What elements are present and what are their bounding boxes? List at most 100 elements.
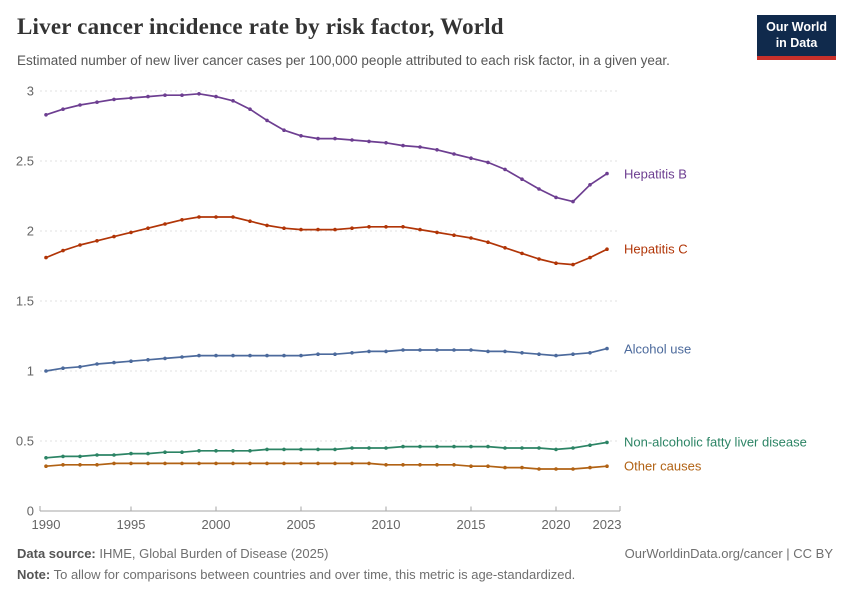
data-point[interactable]	[350, 226, 354, 230]
data-point[interactable]	[469, 156, 473, 160]
data-point[interactable]	[418, 348, 422, 352]
data-point[interactable]	[282, 226, 286, 230]
data-point[interactable]	[78, 365, 82, 369]
data-point[interactable]	[537, 257, 541, 261]
data-point[interactable]	[554, 467, 558, 471]
data-point[interactable]	[469, 444, 473, 449]
data-point[interactable]	[44, 369, 48, 373]
series-hepatitis-b[interactable]	[44, 92, 609, 204]
data-point[interactable]	[537, 352, 541, 357]
data-point[interactable]	[180, 450, 184, 455]
data-point[interactable]	[129, 96, 133, 100]
data-point[interactable]	[333, 136, 337, 141]
data-point[interactable]	[282, 128, 286, 132]
data-point[interactable]	[333, 352, 337, 357]
data-point[interactable]	[231, 99, 235, 103]
series-other-causes[interactable]	[44, 461, 609, 471]
data-point[interactable]	[44, 464, 48, 469]
data-point[interactable]	[146, 461, 150, 466]
data-point[interactable]	[452, 444, 456, 449]
data-point[interactable]	[486, 444, 490, 449]
data-point[interactable]	[503, 446, 507, 450]
series-label-alcohol-use[interactable]: Alcohol use	[624, 341, 692, 357]
data-point[interactable]	[367, 461, 371, 466]
data-point[interactable]	[282, 353, 286, 358]
data-point[interactable]	[605, 440, 609, 445]
data-point[interactable]	[248, 449, 252, 453]
series-hepatitis-c[interactable]	[44, 215, 609, 267]
data-point[interactable]	[197, 92, 201, 96]
data-point[interactable]	[503, 349, 507, 354]
data-point[interactable]	[571, 352, 575, 357]
data-point[interactable]	[554, 353, 558, 358]
data-point[interactable]	[350, 461, 354, 466]
data-point[interactable]	[180, 461, 184, 466]
data-point[interactable]	[146, 94, 150, 99]
data-point[interactable]	[214, 215, 218, 219]
data-point[interactable]	[316, 352, 320, 357]
data-point[interactable]	[129, 230, 133, 235]
series-alcohol-use[interactable]	[44, 346, 609, 373]
data-point[interactable]	[61, 366, 65, 371]
data-point[interactable]	[571, 467, 575, 471]
series-label-non-alcoholic-fatty-liver-disease[interactable]: Non-alcoholic fatty liver disease	[624, 434, 807, 450]
series-label-hepatitis-c[interactable]: Hepatitis C	[624, 241, 688, 257]
data-point[interactable]	[401, 463, 405, 467]
data-point[interactable]	[384, 349, 388, 354]
data-point[interactable]	[78, 454, 82, 459]
data-point[interactable]	[452, 348, 456, 352]
data-point[interactable]	[469, 464, 473, 469]
data-point[interactable]	[350, 138, 354, 142]
data-point[interactable]	[316, 136, 320, 141]
data-point[interactable]	[333, 227, 337, 232]
data-point[interactable]	[299, 461, 303, 466]
data-point[interactable]	[571, 199, 575, 204]
data-point[interactable]	[282, 447, 286, 452]
data-point[interactable]	[418, 227, 422, 232]
data-point[interactable]	[554, 195, 558, 200]
data-point[interactable]	[61, 107, 65, 111]
data-point[interactable]	[605, 247, 609, 251]
data-point[interactable]	[588, 465, 592, 470]
data-point[interactable]	[129, 461, 133, 466]
data-point[interactable]	[435, 148, 439, 152]
data-point[interactable]	[44, 456, 48, 460]
data-point[interactable]	[333, 461, 337, 466]
data-point[interactable]	[44, 113, 48, 117]
data-point[interactable]	[61, 463, 65, 467]
data-point[interactable]	[129, 451, 133, 456]
series-line[interactable]	[45, 92, 608, 203]
data-point[interactable]	[520, 465, 524, 470]
data-point[interactable]	[537, 467, 541, 471]
data-point[interactable]	[265, 447, 269, 452]
data-point[interactable]	[231, 353, 235, 358]
data-point[interactable]	[350, 446, 354, 450]
data-point[interactable]	[231, 461, 235, 466]
data-point[interactable]	[265, 118, 269, 123]
data-point[interactable]	[197, 449, 201, 453]
data-point[interactable]	[605, 346, 609, 351]
data-point[interactable]	[299, 227, 303, 232]
data-point[interactable]	[214, 449, 218, 453]
data-point[interactable]	[163, 461, 167, 466]
data-point[interactable]	[418, 145, 422, 149]
data-point[interactable]	[78, 463, 82, 467]
data-point[interactable]	[214, 94, 218, 99]
data-point[interactable]	[486, 160, 490, 165]
data-point[interactable]	[350, 351, 354, 355]
data-point[interactable]	[180, 218, 184, 222]
data-point[interactable]	[435, 444, 439, 449]
data-point[interactable]	[333, 447, 337, 452]
data-point[interactable]	[146, 226, 150, 230]
data-point[interactable]	[265, 223, 269, 228]
data-point[interactable]	[180, 93, 184, 97]
data-point[interactable]	[163, 222, 167, 226]
data-point[interactable]	[112, 97, 116, 102]
data-point[interactable]	[95, 362, 99, 366]
data-point[interactable]	[197, 215, 201, 219]
data-point[interactable]	[316, 227, 320, 232]
series-line[interactable]	[45, 441, 608, 459]
data-point[interactable]	[248, 461, 252, 466]
data-point[interactable]	[112, 234, 116, 239]
data-point[interactable]	[95, 453, 99, 457]
